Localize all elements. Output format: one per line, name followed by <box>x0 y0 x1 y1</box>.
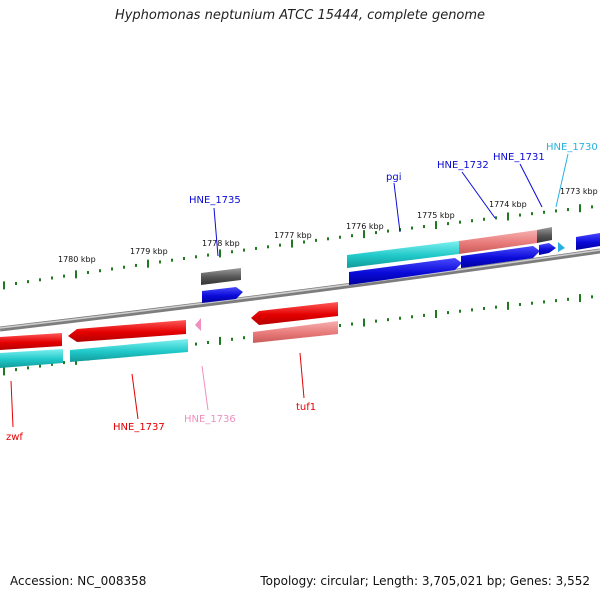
label-leader <box>10 380 14 428</box>
label-leader <box>555 153 569 208</box>
gene-hne-1737[interactable] <box>68 320 188 362</box>
genome-backbone <box>0 248 600 332</box>
gene-arrow <box>202 287 243 303</box>
gene-arrow <box>0 333 62 350</box>
genome-stats-text: Topology: circular; Length: 3,705,021 bp… <box>260 574 590 588</box>
label-leader <box>393 182 401 233</box>
tick-marks-upper <box>3 204 593 290</box>
map-title: Hyphomonas neptunium ATCC 15444, complet… <box>114 8 486 23</box>
label-leader <box>131 373 139 420</box>
scale-label: 1777 kbp <box>274 231 312 240</box>
gene-arrow <box>68 320 186 342</box>
gene-label-pgi[interactable]: pgi <box>386 172 401 183</box>
gene-arrow <box>576 233 600 250</box>
gene-arrow <box>201 268 241 285</box>
scale-label: 1774 kbp <box>489 200 527 209</box>
gene-arrow <box>251 302 338 325</box>
scale-label: 1779 kbp <box>130 247 168 256</box>
gene-arrow <box>253 321 338 343</box>
gene-label-hne-1730[interactable]: HNE_1730 <box>546 142 598 153</box>
gene-label-hne-1735[interactable]: HNE_1735 <box>189 195 241 206</box>
gene-arrow <box>539 243 556 255</box>
gene-label-hne-1736[interactable]: HNE_1736 <box>184 414 236 425</box>
gene-label-zwf[interactable]: zwf <box>6 432 23 443</box>
scale-label: 1780 kbp <box>58 255 96 264</box>
gene-zwf[interactable] <box>0 333 63 368</box>
gene-arrow <box>459 230 537 254</box>
label-leader <box>201 365 209 411</box>
scale-label: 1773 kbp <box>560 187 598 196</box>
gene-label-hne-1732[interactable]: HNE_1732 <box>437 160 489 171</box>
label-leader <box>299 352 305 399</box>
scale-label: 1778 kbp <box>202 239 240 248</box>
scale-label: 1776 kbp <box>346 222 384 231</box>
gene-label-tuf1[interactable]: tuf1 <box>296 402 316 413</box>
gene-pgi-group[interactable] <box>347 227 600 285</box>
gene-arrow <box>558 242 565 252</box>
gene-arrow <box>461 246 540 268</box>
gene-label-hne-1731[interactable]: HNE_1731 <box>493 152 545 163</box>
scale-label: 1775 kbp <box>417 211 455 220</box>
gene-tuf1[interactable] <box>251 302 338 343</box>
gene-arrow <box>347 241 459 268</box>
genome-backbone-highlight <box>0 249 600 329</box>
gene-hne-1736[interactable] <box>195 318 201 331</box>
gene-hne-1735[interactable] <box>201 268 243 303</box>
gene-arrow <box>195 318 201 331</box>
gene-arrow <box>349 258 462 285</box>
gene-arrow <box>70 339 188 362</box>
accession-text: Accession: NC_008358 <box>10 574 147 588</box>
label-leader <box>461 171 496 219</box>
label-leader <box>213 207 219 257</box>
gene-arrow <box>0 349 63 368</box>
gene-arrow <box>537 227 552 243</box>
label-leader <box>519 163 543 208</box>
gene-label-hne-1737[interactable]: HNE_1737 <box>113 422 165 433</box>
